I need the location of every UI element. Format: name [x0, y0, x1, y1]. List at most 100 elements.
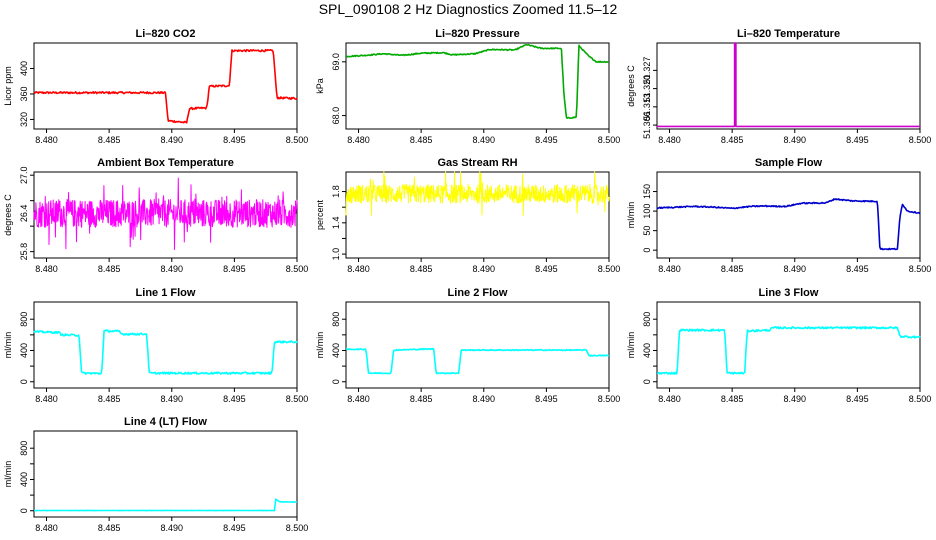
y-axis-label: ml/min	[3, 332, 13, 359]
y-tick-label: 100	[642, 204, 652, 219]
panel-title: Li–820 Temperature	[737, 28, 840, 40]
y-tick-label: 400	[19, 61, 29, 76]
x-tick-label: 8.500	[286, 135, 309, 145]
y-tick-label: 68.0	[331, 107, 341, 125]
y-tick-label: 0	[642, 248, 652, 253]
y-tick-label: 51.320	[642, 75, 652, 103]
y-tick-label: 320	[19, 112, 29, 127]
x-tick-label: 8.490	[783, 135, 806, 145]
panel-title: Line 4 (LT) Flow	[124, 416, 207, 428]
x-tick-label: 8.495	[223, 135, 246, 145]
panel-10: Line 4 (LT) Flow ml/min 8.480 8.485 8.490 8.4…	[3, 416, 308, 533]
x-tick-label: 8.485	[721, 264, 744, 274]
x-tick-label: 8.495	[846, 135, 869, 145]
plot-frame	[345, 42, 610, 130]
panel-1: Li–820 CO2 Licor ppm 8.480 8.485 8.490 8.495 8…	[3, 28, 308, 145]
x-tick-label: 8.490	[472, 135, 495, 145]
y-tick-label: 360	[19, 86, 29, 101]
series-line	[656, 326, 921, 375]
panel-3: Li–820 Temperature degrees C 8.480 8.485 8.4…	[626, 28, 931, 145]
panel-8: Line 2 Flow ml/min 8.480 8.485 8.490 8.495 8.5…	[315, 287, 620, 404]
x-tick-label: 8.500	[286, 394, 309, 404]
x-tick-label: 8.480	[347, 135, 370, 145]
panel-7: Line 1 Flow ml/min 8.480 8.485 8.490 8.495 8.5…	[3, 287, 308, 404]
y-tick-label: 1.4	[331, 217, 341, 230]
x-tick-label: 8.490	[160, 523, 183, 533]
panel-title: Li–820 Pressure	[435, 28, 519, 40]
panel-9: Line 3 Flow ml/min 8.480 8.485 8.490 8.495 8.5…	[626, 287, 931, 404]
y-tick-label: 0	[331, 379, 341, 384]
x-tick-label: 8.495	[846, 264, 869, 274]
x-tick-label: 8.480	[35, 523, 58, 533]
x-tick-label: 8.495	[223, 394, 246, 404]
x-tick-label: 8.500	[909, 264, 932, 274]
series-line	[33, 329, 298, 375]
y-tick-label: 1.8	[331, 185, 341, 198]
x-tick-label: 8.490	[783, 394, 806, 404]
x-tick-label: 8.485	[410, 135, 433, 145]
plot-frame	[33, 430, 298, 518]
x-tick-label: 8.495	[223, 523, 246, 533]
y-axis-label: degrees C	[3, 194, 13, 236]
series-line	[345, 171, 610, 216]
x-tick-label: 8.485	[410, 394, 433, 404]
x-tick-label: 8.500	[909, 394, 932, 404]
x-tick-label: 8.485	[98, 135, 121, 145]
x-tick-label: 8.480	[658, 135, 681, 145]
y-tick-label: 26.4	[19, 205, 29, 223]
x-tick-label: 8.485	[721, 394, 744, 404]
x-tick-label: 8.485	[410, 264, 433, 274]
x-tick-label: 8.490	[160, 264, 183, 274]
x-tick-label: 8.500	[598, 394, 621, 404]
y-axis-label: ml/min	[626, 332, 636, 359]
y-axis-label: ml/min	[315, 332, 325, 359]
x-tick-label: 8.500	[286, 523, 309, 533]
plot-frame	[656, 171, 921, 259]
y-tick-label: 800	[642, 312, 652, 327]
x-tick-label: 8.490	[472, 394, 495, 404]
y-axis-label: percent	[315, 199, 325, 230]
plot-frame	[656, 301, 921, 389]
x-tick-label: 8.495	[535, 135, 558, 145]
panel-title: Line 3 Flow	[759, 287, 819, 299]
series-line	[345, 43, 610, 119]
panel-title: Sample Flow	[755, 157, 823, 169]
panel-2: Li–820 Pressure kPa 8.480 8.485 8.490 8.495 8.…	[315, 28, 620, 145]
y-tick-label: 50	[642, 226, 652, 236]
x-tick-label: 8.485	[98, 264, 121, 274]
panel-title: Line 1 Flow	[136, 287, 196, 299]
y-axis-label: ml/min	[626, 202, 636, 229]
x-tick-label: 8.480	[35, 394, 58, 404]
plot-frame	[656, 42, 921, 130]
series-line	[33, 48, 298, 124]
series-line	[345, 347, 610, 375]
x-tick-label: 8.485	[98, 394, 121, 404]
plot-frame	[345, 301, 610, 389]
y-tick-label: 400	[331, 343, 341, 358]
x-tick-label: 8.490	[783, 264, 806, 274]
plot-frame	[33, 301, 298, 389]
y-tick-label: 800	[331, 312, 341, 327]
x-tick-label: 8.480	[658, 264, 681, 274]
y-tick-label: 51.327	[642, 57, 652, 85]
series-line	[33, 498, 298, 512]
x-tick-label: 8.495	[535, 394, 558, 404]
y-tick-label: 150	[642, 184, 652, 199]
y-axis-label: Licor ppm	[3, 66, 13, 106]
x-tick-label: 8.480	[658, 394, 681, 404]
y-tick-label: 25.8	[19, 243, 29, 261]
x-tick-label: 8.495	[846, 394, 869, 404]
y-tick-label: 69.0	[331, 53, 341, 71]
panel-4: Ambient Box Temperature degrees C 8.480 8.4…	[3, 157, 308, 274]
y-axis-label: kPa	[315, 78, 325, 94]
panel-title: Line 2 Flow	[448, 287, 508, 299]
x-tick-label: 8.480	[35, 264, 58, 274]
y-tick-label: 1.0	[331, 248, 341, 261]
panel-6: Sample Flow ml/min 8.480 8.485 8.490 8.495 8.5…	[626, 157, 931, 274]
x-tick-label: 8.485	[98, 523, 121, 533]
x-tick-label: 8.500	[909, 135, 932, 145]
y-tick-label: 51.306	[642, 111, 652, 139]
x-tick-label: 8.490	[472, 264, 495, 274]
x-tick-label: 8.480	[347, 394, 370, 404]
